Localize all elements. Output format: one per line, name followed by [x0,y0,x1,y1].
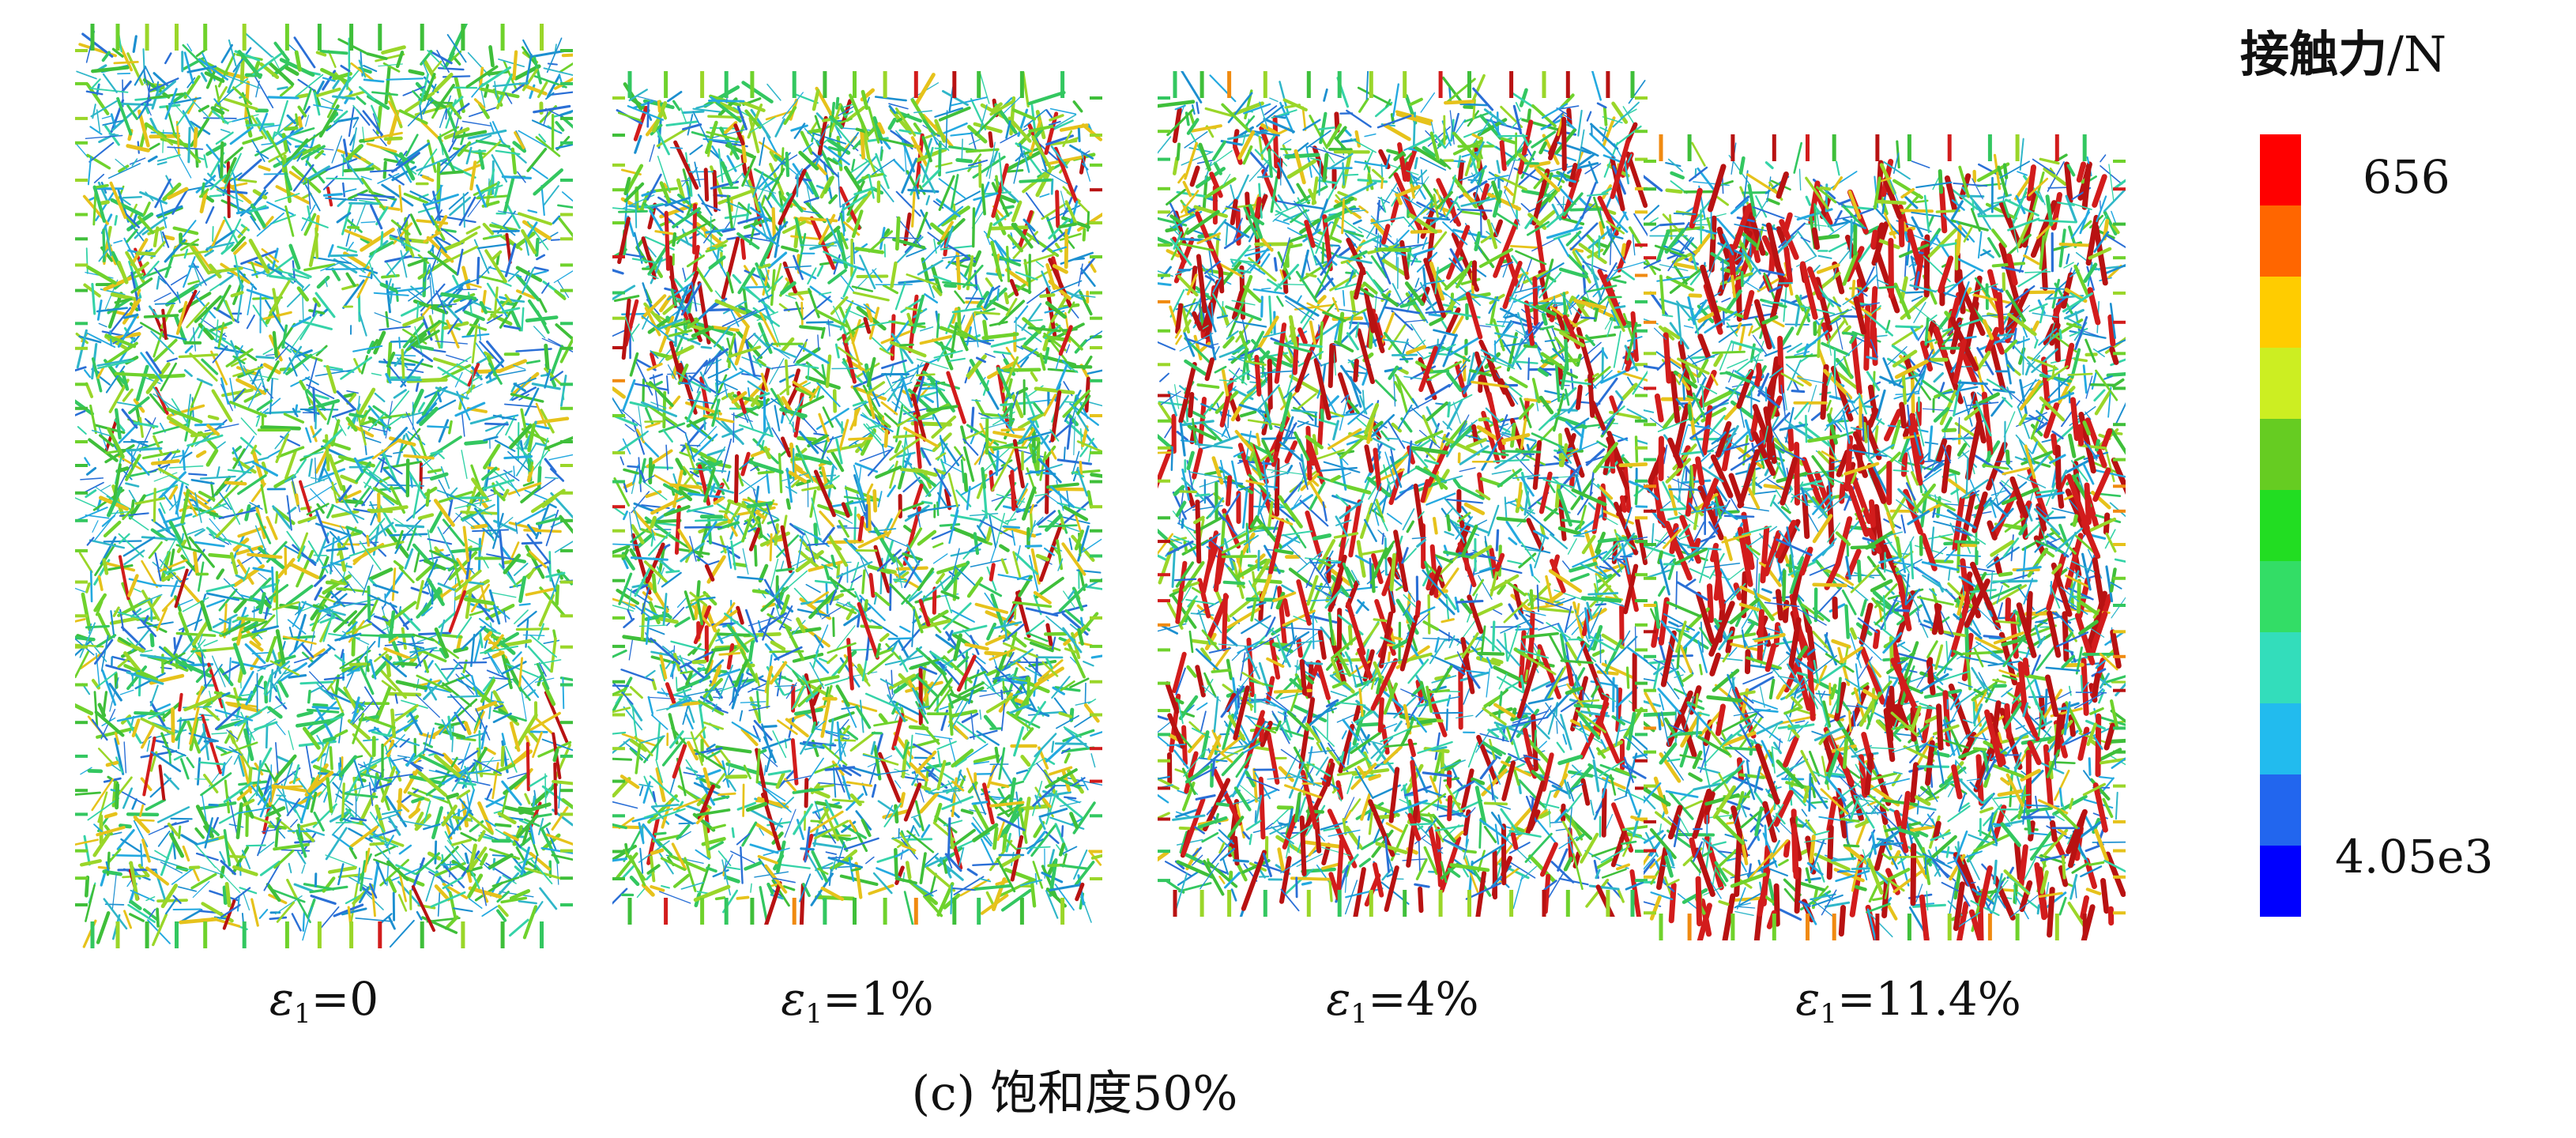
strain-label-2: ε1=1% [581,972,1134,1030]
colorbar-segment [2260,205,2301,277]
colorbar-segment [2260,134,2301,205]
network-panel-1 [75,24,573,948]
legend-title-text: 接触力 [2240,25,2388,83]
network-panel-4 [1644,134,2126,940]
strain-subscript: 1 [1350,998,1369,1030]
colorbar-segment [2260,703,2301,774]
strain-symbol: ε [269,972,294,1026]
colorbar-segment [2260,490,2301,561]
strain-symbol: ε [1795,972,1821,1026]
strain-subscript: 1 [1820,998,1837,1030]
force-network-strain-11-4 [1644,134,2126,940]
colorbar-segment [2260,561,2301,632]
strain-symbol: ε [1326,972,1351,1026]
network-panel-3 [1158,71,1648,917]
strain-subscript: 1 [293,998,311,1030]
colorbar-segment [2260,348,2301,419]
force-network-strain-1 [612,71,1102,925]
colorbar-segment [2260,846,2301,917]
strain-value: =0 [311,972,379,1026]
strain-label-1: ε1=0 [47,972,601,1030]
legend-title: 接触力/N [2240,14,2446,85]
network-panel-2 [612,71,1102,925]
force-network-strain-0 [75,24,573,948]
strain-label-3: ε1=4% [1126,972,1679,1030]
colorbar-segment [2260,774,2301,846]
force-network-strain-4 [1158,71,1648,917]
colorbar-segment [2260,632,2301,703]
strain-value: =1% [823,972,934,1026]
colorbar-segment [2260,419,2301,490]
strain-symbol: ε [781,972,806,1026]
colorbar [2260,134,2301,917]
strain-subscript: 1 [805,998,823,1030]
strain-value: =4% [1368,972,1479,1026]
strain-value: =11.4% [1836,972,2021,1026]
legend-max-label: 656 [2363,150,2450,204]
figure-caption: (c) 饱和度50% [911,1066,1238,1121]
legend-min-label: 4.05e3 [2335,830,2494,884]
legend-unit: /N [2387,25,2447,83]
colorbar-segment [2260,277,2301,348]
strain-label-4: ε1=11.4% [1632,972,2185,1030]
